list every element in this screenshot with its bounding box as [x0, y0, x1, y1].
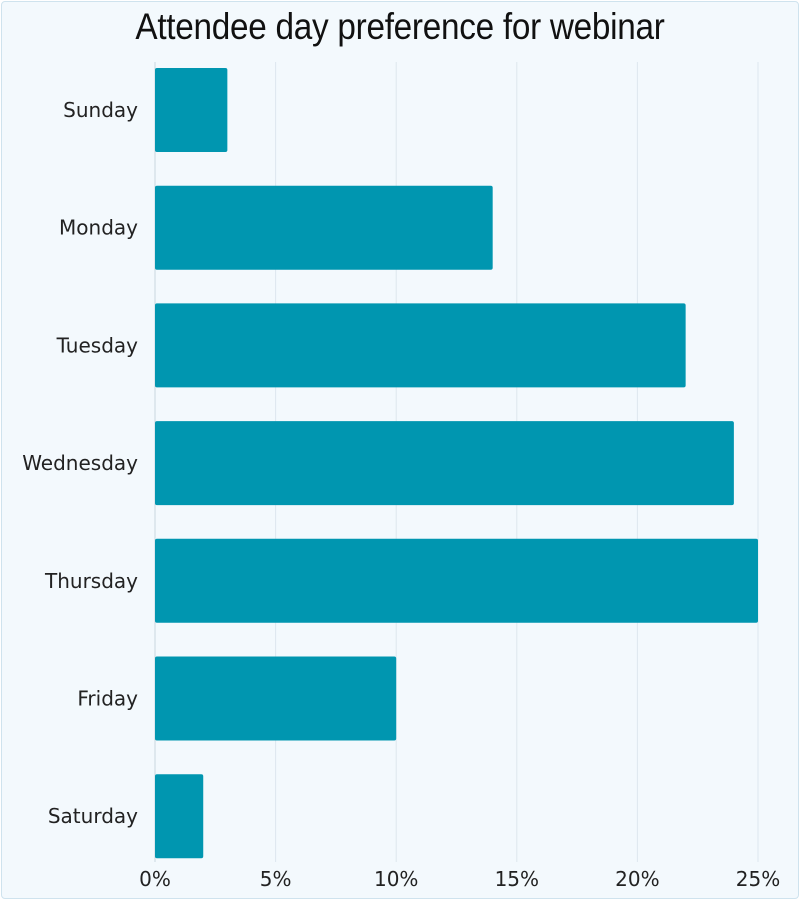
bars	[155, 68, 758, 859]
x-tick-label: 20%	[615, 867, 659, 891]
x-tick-label: 0%	[139, 867, 171, 891]
chart-title: Attendee day preference for webinar	[135, 6, 665, 47]
x-tick-label: 10%	[374, 867, 418, 891]
category-label: Wednesday	[22, 451, 138, 475]
category-label: Saturday	[48, 804, 138, 828]
bar-wednesday	[155, 421, 734, 506]
category-label: Friday	[77, 687, 138, 711]
bar-sunday	[155, 68, 228, 152]
x-tick-label: 15%	[495, 867, 539, 891]
category-label: Monday	[59, 216, 138, 240]
bar-saturday	[155, 774, 204, 859]
bar-friday	[155, 656, 397, 741]
category-labels: Sunday Monday Tuesday Wednesday Thursday Frid…	[22, 98, 138, 828]
x-tick-label: 5%	[260, 867, 292, 891]
category-label: Thursday	[44, 569, 138, 593]
category-label: Tuesday	[56, 333, 139, 357]
bar-thursday	[155, 538, 758, 623]
x-tick-labels: 0% 5% 10% 15% 20% 25%	[139, 867, 780, 891]
bar-tuesday	[155, 303, 686, 388]
bar-monday	[155, 185, 493, 270]
category-label: Sunday	[63, 98, 138, 122]
x-tick-label: 25%	[736, 867, 780, 891]
